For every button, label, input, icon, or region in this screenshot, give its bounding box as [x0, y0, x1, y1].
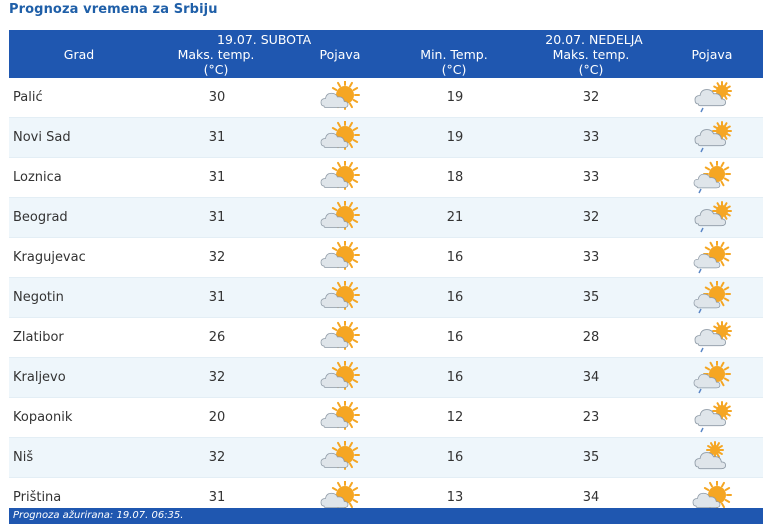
day2-min-temp: 16 [446, 250, 464, 265]
cloud-sun-rain-icon [689, 401, 737, 434]
header-day1-max-unit: (°C) [203, 62, 229, 77]
table-row: Beograd 31 21 32 [9, 198, 763, 238]
day1-max-temp: 31 [208, 490, 226, 505]
day2-max-temp: 34 [582, 370, 600, 385]
header-day1-date: 19.07. SUBOTA [217, 32, 312, 47]
day1-max-temp: 32 [208, 250, 226, 265]
day2-max-temp: 34 [582, 490, 600, 505]
sun-cloud-icon [317, 360, 365, 394]
header-grad: Grad [63, 47, 95, 62]
day1-max-temp: 20 [208, 410, 226, 425]
table-row: Zlatibor 26 16 28 [9, 318, 763, 358]
page-title: Prognoza vremena za Srbiju [9, 2, 218, 17]
sun-cloud-icon [317, 320, 365, 354]
cloud-sun-rain-icon [689, 201, 737, 234]
day2-min-temp: 21 [446, 210, 464, 225]
day2-max-temp: 35 [582, 290, 600, 305]
sun-cloud-rain-icon [689, 360, 737, 394]
day1-max-temp: 26 [208, 330, 226, 345]
table-header: Grad 19.07. SUBOTA Maks. temp. (°C) Poja… [9, 30, 763, 78]
day2-min-temp: 16 [446, 450, 464, 465]
sun-cloud-rain-icon [689, 240, 737, 274]
cloud-sun-icon [689, 441, 737, 474]
sun-cloud-icon [317, 280, 365, 314]
day2-max-temp: 33 [582, 130, 600, 145]
day2-min-temp: 19 [446, 90, 464, 105]
sun-cloud-icon [689, 480, 737, 514]
day1-max-temp: 31 [208, 210, 226, 225]
header-day2-date: 20.07. NEDELJA [545, 32, 643, 47]
city-name: Kraljevo [13, 370, 66, 385]
city-name: Novi Sad [13, 130, 71, 145]
forecast-table: Grad 19.07. SUBOTA Maks. temp. (°C) Poja… [9, 30, 763, 518]
table-row: Kraljevo 32 16 34 [9, 358, 763, 398]
day2-max-temp: 33 [582, 170, 600, 185]
day1-max-temp: 32 [208, 370, 226, 385]
header-day2-pojava: Pojava [691, 47, 733, 62]
day1-max-temp: 31 [208, 290, 226, 305]
header-day2-max-label: Maks. temp. [552, 47, 630, 62]
sun-cloud-icon [317, 160, 365, 194]
day1-max-temp: 32 [208, 450, 226, 465]
header-day2-max-unit: (°C) [578, 62, 604, 77]
header-day2-min-label: Min. Temp. [420, 47, 488, 62]
table-row: Kragujevac 32 16 33 [9, 238, 763, 278]
city-name: Kragujevac [13, 250, 86, 265]
table-body: Palić 30 19 32 Novi Sad 31 19 33 Loznica… [9, 78, 763, 518]
sun-cloud-icon [317, 400, 365, 434]
day1-max-temp: 31 [208, 170, 226, 185]
city-name: Priština [13, 490, 62, 505]
day2-min-temp: 16 [446, 330, 464, 345]
city-name: Beograd [13, 210, 68, 225]
day1-max-temp: 31 [208, 130, 226, 145]
city-name: Zlatibor [13, 330, 64, 345]
footer-bar: Prognoza ažurirana: 19.07. 06:35. [9, 508, 763, 524]
day2-min-temp: 13 [446, 490, 464, 505]
day2-min-temp: 16 [446, 290, 464, 305]
table-row: Kopaonik 20 12 23 [9, 398, 763, 438]
table-row: Novi Sad 31 19 33 [9, 118, 763, 158]
day2-max-temp: 23 [582, 410, 600, 425]
sun-cloud-rain-icon [689, 160, 737, 194]
sun-cloud-icon [317, 200, 365, 234]
day2-min-temp: 12 [446, 410, 464, 425]
cloud-sun-rain-icon [689, 321, 737, 354]
table-row: Negotin 31 16 35 [9, 278, 763, 318]
day2-max-temp: 32 [582, 90, 600, 105]
cloud-sun-rain-icon [689, 121, 737, 154]
sun-cloud-icon [317, 240, 365, 274]
day1-max-temp: 30 [208, 90, 226, 105]
day2-min-temp: 19 [446, 130, 464, 145]
footer-updated: Prognoza ažurirana: 19.07. 06:35. [13, 510, 184, 521]
header-day2-min-unit: (°C) [441, 62, 467, 77]
city-name: Palić [13, 90, 43, 105]
day2-max-temp: 35 [582, 450, 600, 465]
city-name: Niš [13, 450, 34, 465]
sun-cloud-icon [317, 80, 365, 114]
sun-cloud-icon [317, 440, 365, 474]
city-name: Loznica [13, 170, 62, 185]
table-row: Niš 32 16 35 [9, 438, 763, 478]
sun-cloud-icon [317, 480, 365, 514]
header-day1-pojava: Pojava [319, 47, 361, 62]
sun-cloud-icon [317, 120, 365, 154]
day2-min-temp: 18 [446, 170, 464, 185]
table-row: Palić 30 19 32 [9, 78, 763, 118]
table-row: Loznica 31 18 33 [9, 158, 763, 198]
sun-cloud-rain-icon [689, 280, 737, 314]
cloud-sun-rain-icon [689, 81, 737, 114]
day2-max-temp: 33 [582, 250, 600, 265]
day2-max-temp: 28 [582, 330, 600, 345]
day2-max-temp: 32 [582, 210, 600, 225]
day2-min-temp: 16 [446, 370, 464, 385]
city-name: Kopaonik [13, 410, 73, 425]
header-day1-max-label: Maks. temp. [177, 47, 255, 62]
city-name: Negotin [13, 290, 64, 305]
